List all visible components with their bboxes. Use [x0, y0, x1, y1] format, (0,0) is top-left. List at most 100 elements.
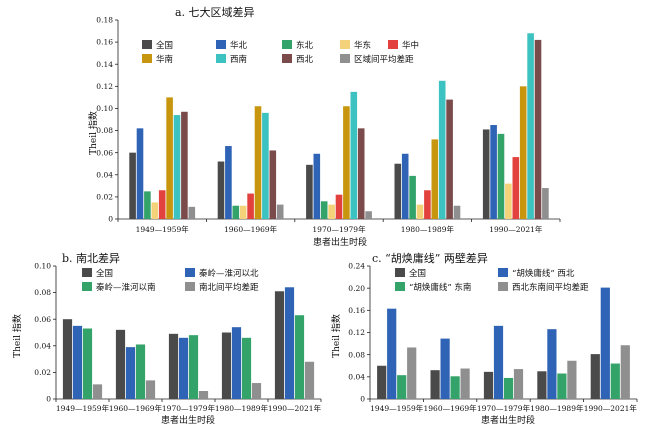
- legend-label: 秦岭—淮河以南: [96, 282, 156, 293]
- bar-b-s1-c1: [125, 347, 136, 399]
- legend-label: “胡焕庸线” 西北: [512, 268, 575, 279]
- bar-b-s1-c2: [178, 337, 189, 399]
- bar-a-s8-c4: [542, 188, 549, 219]
- bar-a-s2-c0: [144, 191, 151, 219]
- bar-a-s3-c0: [151, 202, 159, 219]
- legend-swatch: [142, 40, 152, 49]
- bar-b-s3-c4: [304, 361, 315, 399]
- bar-c-s2-c2: [503, 377, 514, 399]
- x-category-label: 1960—1969年: [424, 403, 478, 413]
- panel-b-ylabel: Theil 指数: [11, 314, 23, 358]
- panel-c-title: c. “胡焕庸线” 两壁差异: [372, 251, 488, 265]
- bar-b-s0-c4: [274, 291, 285, 399]
- bar-a-s2-c2: [320, 201, 328, 219]
- bar-a-s0-c0: [129, 152, 136, 219]
- bar-b-s1-c0: [72, 325, 83, 399]
- bar-b-s3-c3: [251, 383, 262, 399]
- bar-a-s4-c3: [424, 190, 431, 219]
- panel-c-xlabel: 患者出生时段: [481, 414, 535, 426]
- y-tick-label: 0.04: [348, 372, 365, 381]
- y-tick-label: 0.08: [34, 288, 51, 297]
- y-tick-label: 0.18: [96, 16, 113, 25]
- y-tick-label: 0.02: [34, 368, 51, 377]
- bar-a-s2-c1: [232, 205, 240, 219]
- legend-label: 区域间平均差距: [354, 54, 414, 65]
- y-tick-label: 0.04: [34, 341, 51, 350]
- panel-a-xlabel: 患者出生时段: [313, 236, 367, 248]
- bar-a-s0-c3: [394, 163, 402, 219]
- bar-a-s8-c2: [365, 211, 372, 219]
- panel-a-regional-chart: a. 七大区域差异 Theil 指数 患者出生时段 00.020.040.060…: [87, 5, 561, 248]
- legend-label: 西南: [230, 54, 247, 65]
- bar-a-s5-c3: [431, 139, 439, 219]
- bar-a-s6-c3: [438, 80, 446, 219]
- x-category-label: 1980—1989年: [401, 224, 455, 234]
- bar-a-s7-c2: [357, 128, 365, 219]
- bar-a-s4-c0: [158, 190, 166, 219]
- y-tick-label: 0.04: [96, 170, 113, 179]
- y-tick-label: 0.10: [34, 262, 51, 271]
- bar-c-s3-c4: [620, 345, 630, 399]
- bar-c-s3-c1: [460, 368, 470, 399]
- y-tick-label: 0: [360, 395, 365, 404]
- legend-swatch: [185, 268, 195, 277]
- bar-b-s0-c1: [115, 329, 126, 399]
- bar-a-s6-c1: [262, 112, 269, 219]
- bar-a-s5-c4: [519, 86, 527, 219]
- legend-swatch: [82, 282, 92, 291]
- legend-swatch: [388, 40, 398, 49]
- legend-label: 西北: [296, 55, 314, 65]
- panel-b-xlabel: 患者出生时段: [161, 414, 215, 426]
- bar-a-s4-c4: [512, 157, 520, 219]
- bar-a-s4-c2: [335, 194, 343, 219]
- legend-swatch: [142, 54, 152, 63]
- x-category-label: 1980—1989年: [215, 403, 269, 413]
- x-category-label: 1949—1959年: [370, 403, 424, 413]
- bar-a-s1-c3: [401, 153, 409, 219]
- x-category-label: 1949—1959年: [136, 224, 190, 234]
- y-tick-label: 0.06: [34, 315, 51, 324]
- x-category-label: 1970—1979年: [312, 224, 366, 234]
- legend-label: “胡焕庸线” 东南: [409, 282, 471, 293]
- y-tick-label: 0.20: [348, 284, 365, 293]
- bar-a-s2-c3: [409, 175, 416, 219]
- bar-b-s1-c3: [231, 327, 242, 399]
- x-category-label: 1960—1969年: [109, 403, 163, 413]
- panel-a-title: a. 七大区域差异: [175, 5, 255, 19]
- bar-a-s7-c1: [269, 150, 277, 219]
- legend-swatch: [185, 282, 195, 291]
- y-tick-label: 0.08: [348, 350, 365, 359]
- bar-a-s6-c0: [173, 115, 181, 219]
- bar-c-s3-c3: [567, 360, 577, 399]
- bar-b-s3-c1: [145, 380, 156, 399]
- bar-a-s8-c0: [188, 206, 196, 219]
- bar-b-s2-c1: [135, 344, 146, 399]
- panel-c-legend: 全国 “胡焕庸线” 西北 “胡焕庸线” 东南 西北东南间平均差距: [395, 268, 589, 293]
- x-category-label: 1990—2021年: [268, 403, 322, 413]
- bar-a-s5-c0: [166, 97, 173, 219]
- legend-swatch: [82, 268, 92, 277]
- bar-c-s1-c1: [440, 338, 450, 399]
- bar-c-s1-c4: [600, 287, 610, 399]
- panel-b-title: b. 南北差异: [62, 251, 120, 265]
- bar-a-s5-c1: [254, 106, 262, 219]
- bar-c-s0-c2: [483, 371, 494, 399]
- bar-c-s0-c1: [430, 370, 440, 399]
- x-category-label: 1970—1979年: [477, 403, 531, 413]
- bar-a-s1-c0: [136, 128, 144, 219]
- legend-label: 全国: [156, 40, 173, 51]
- x-category-label: 1980—1989年: [530, 403, 584, 413]
- y-tick-label: 0.12: [348, 328, 365, 337]
- legend-swatch: [216, 54, 226, 63]
- legend-swatch: [395, 282, 405, 291]
- panel-c-ylabel: Theil 指数: [330, 314, 342, 358]
- bar-c-s1-c3: [547, 329, 557, 399]
- legend-swatch: [395, 268, 405, 277]
- bar-a-s3-c4: [505, 183, 512, 219]
- bar-b-s2-c2: [188, 335, 199, 399]
- bar-b-s1-c4: [284, 287, 295, 399]
- y-tick-label: 0.10: [96, 104, 113, 113]
- x-category-label: 1990—2021年: [584, 403, 638, 413]
- bar-c-s0-c4: [590, 354, 600, 399]
